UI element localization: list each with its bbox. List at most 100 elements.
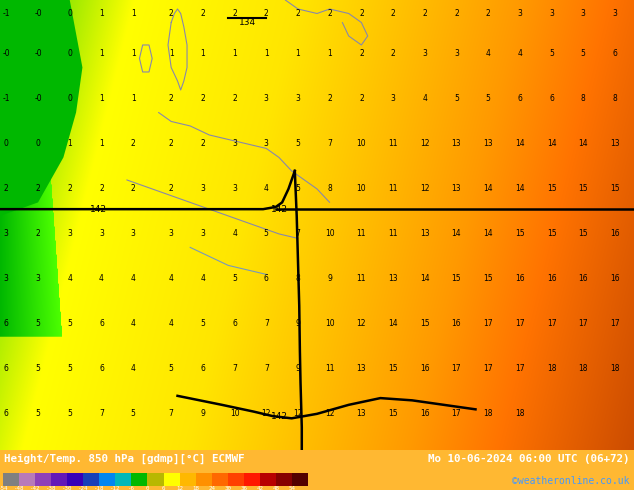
Text: 16: 16 — [610, 274, 620, 283]
Text: 4: 4 — [264, 184, 269, 194]
Bar — [3, 473, 19, 486]
Text: 11: 11 — [357, 274, 366, 283]
Text: 4: 4 — [232, 229, 237, 239]
Bar — [260, 473, 276, 486]
Text: 8: 8 — [581, 95, 586, 103]
Text: 1: 1 — [232, 49, 237, 58]
Text: -12: -12 — [110, 487, 120, 490]
Text: 5: 5 — [295, 140, 301, 148]
Text: 6: 6 — [517, 95, 522, 103]
Text: 6: 6 — [264, 274, 269, 283]
Text: 5: 5 — [36, 319, 41, 328]
Text: 2: 2 — [200, 140, 205, 148]
Text: -0: -0 — [34, 9, 42, 18]
Text: 4: 4 — [422, 95, 427, 103]
Text: 1: 1 — [169, 49, 174, 58]
Text: 3: 3 — [517, 9, 522, 18]
Text: 5: 5 — [264, 229, 269, 239]
Text: 2: 2 — [295, 9, 301, 18]
Text: 17: 17 — [515, 319, 525, 328]
Text: 9: 9 — [200, 409, 205, 418]
Text: 3: 3 — [36, 274, 41, 283]
Text: 3: 3 — [200, 229, 205, 239]
Text: -54: -54 — [0, 487, 8, 490]
Bar — [115, 473, 131, 486]
Text: 14: 14 — [451, 229, 462, 239]
Text: 5: 5 — [549, 49, 554, 58]
Text: 10: 10 — [325, 319, 335, 328]
Text: 3: 3 — [232, 140, 237, 148]
Text: 15: 15 — [578, 229, 588, 239]
Text: 2: 2 — [169, 95, 174, 103]
Text: -42: -42 — [30, 487, 41, 490]
Text: 18: 18 — [484, 409, 493, 418]
Text: Height/Temp. 850 hPa [gdmp][°C] ECMWF: Height/Temp. 850 hPa [gdmp][°C] ECMWF — [4, 454, 245, 464]
Text: 9: 9 — [327, 274, 332, 283]
Text: 12: 12 — [262, 409, 271, 418]
Text: 1: 1 — [264, 49, 269, 58]
Text: 1: 1 — [131, 95, 136, 103]
Text: 6: 6 — [99, 365, 104, 373]
Text: 7: 7 — [295, 229, 301, 239]
Text: 3: 3 — [232, 184, 237, 194]
Text: 8: 8 — [327, 184, 332, 194]
Text: 9: 9 — [295, 365, 301, 373]
Text: 4: 4 — [169, 319, 174, 328]
Text: 16: 16 — [420, 409, 430, 418]
Text: 12: 12 — [357, 319, 366, 328]
Bar — [196, 473, 212, 486]
Text: 0: 0 — [67, 9, 72, 18]
Text: 14: 14 — [547, 140, 557, 148]
Polygon shape — [0, 0, 82, 216]
Text: 2: 2 — [131, 184, 136, 194]
Text: 16: 16 — [547, 274, 557, 283]
Text: 7: 7 — [169, 409, 174, 418]
Text: -0: -0 — [34, 95, 42, 103]
Text: 0: 0 — [4, 140, 9, 148]
Text: 24: 24 — [208, 487, 215, 490]
Text: 18: 18 — [515, 409, 524, 418]
Text: 3: 3 — [264, 140, 269, 148]
Text: 6: 6 — [612, 49, 618, 58]
Text: 5: 5 — [581, 49, 586, 58]
Text: 2: 2 — [169, 140, 174, 148]
Text: 1: 1 — [327, 49, 332, 58]
Text: 10: 10 — [230, 409, 240, 418]
Text: 14: 14 — [515, 140, 525, 148]
Text: 2: 2 — [327, 95, 332, 103]
Text: 3: 3 — [169, 229, 174, 239]
Text: 3: 3 — [4, 274, 9, 283]
Text: 134: 134 — [238, 18, 256, 27]
Text: 15: 15 — [578, 184, 588, 194]
Text: 1: 1 — [200, 49, 205, 58]
Bar — [19, 473, 35, 486]
Text: 5: 5 — [295, 184, 301, 194]
Text: 2: 2 — [391, 9, 396, 18]
Text: 6: 6 — [549, 95, 554, 103]
Text: 10: 10 — [356, 140, 366, 148]
Text: 0: 0 — [146, 487, 149, 490]
Text: 2: 2 — [232, 9, 237, 18]
Text: 0: 0 — [36, 140, 41, 148]
Text: 17: 17 — [610, 319, 620, 328]
Bar — [131, 473, 148, 486]
Text: 2: 2 — [131, 140, 136, 148]
Text: 18: 18 — [547, 365, 556, 373]
Text: 11: 11 — [357, 229, 366, 239]
Text: 54: 54 — [288, 487, 295, 490]
Text: 142: 142 — [271, 412, 287, 420]
Bar — [228, 473, 244, 486]
Text: 2: 2 — [327, 9, 332, 18]
Text: 142: 142 — [90, 205, 107, 214]
Text: Mo 10-06-2024 06:00 UTC (06+72): Mo 10-06-2024 06:00 UTC (06+72) — [429, 454, 630, 464]
Text: 14: 14 — [420, 274, 430, 283]
Text: 14: 14 — [388, 319, 398, 328]
Text: 2: 2 — [422, 9, 427, 18]
Bar — [212, 473, 228, 486]
Text: 6: 6 — [4, 319, 9, 328]
Text: 16: 16 — [578, 274, 588, 283]
Text: 14: 14 — [578, 140, 588, 148]
Bar — [179, 473, 196, 486]
Text: 3: 3 — [581, 9, 586, 18]
Bar — [67, 473, 83, 486]
